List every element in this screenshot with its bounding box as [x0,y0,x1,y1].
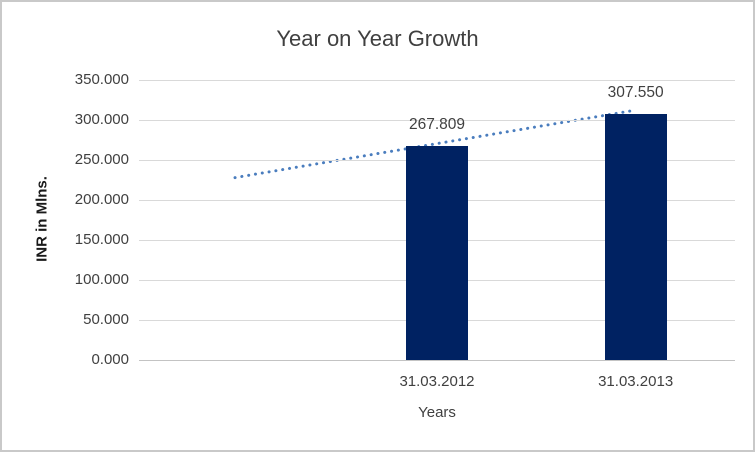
data-label: 307.550 [607,83,664,101]
x-axis-title: Years [418,404,456,421]
y-axis-title: INR in Mlns. [33,176,51,262]
bar [604,113,667,360]
data-label: 267.809 [408,115,466,133]
bar [406,145,468,360]
x-axis-line [139,359,735,361]
y-tick-label: 150.000 [74,231,129,248]
y-tick-label: 250.000 [74,151,129,168]
gridline [139,119,735,121]
x-tick-label: 31.03.2012 [399,373,475,390]
y-tick-label: 300.000 [74,111,129,128]
y-tick-label: 50.000 [83,311,129,328]
y-tick-label: 0.000 [91,351,129,368]
y-tick-label: 350.000 [74,71,129,88]
x-tick-label: 31.03.2013 [598,373,674,390]
gridline [139,79,735,81]
y-tick-label: 200.000 [74,191,129,208]
y-tick-label: 100.000 [74,271,129,288]
chart-title: Year on Year Growth [276,26,479,51]
